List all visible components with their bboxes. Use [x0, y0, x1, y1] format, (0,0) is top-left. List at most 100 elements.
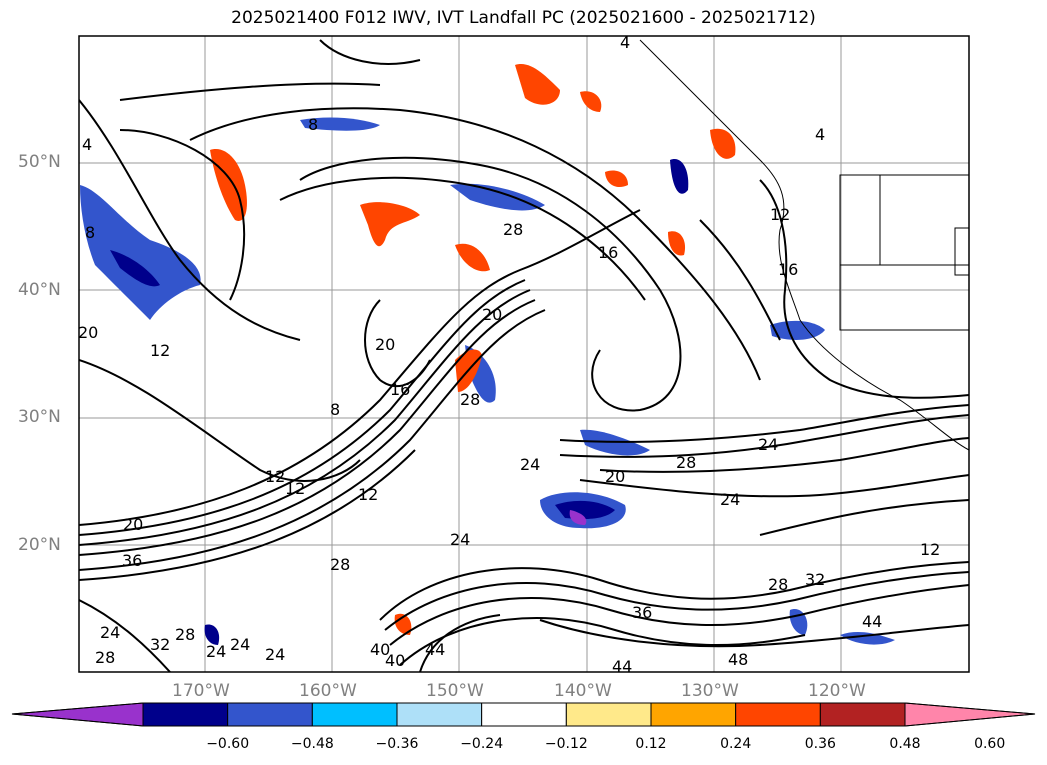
contour-label: 24: [720, 490, 740, 509]
negative-anomaly-region: [670, 159, 689, 194]
lon-label: 140°W: [554, 681, 612, 701]
contour-label: 28: [95, 648, 115, 667]
map-frame: [78, 35, 970, 673]
contour-label: 44: [862, 612, 882, 631]
positive-anomaly-region: [580, 91, 602, 112]
colorbar-extend-low: [11, 702, 144, 727]
contour-label: 4: [82, 135, 92, 154]
positive-anomaly-region: [710, 128, 736, 159]
colorbar: [11, 702, 1036, 727]
graticule: [79, 36, 969, 672]
lon-label: 150°W: [426, 681, 484, 701]
contour-label: 16: [390, 380, 410, 399]
positive-anomaly-region: [515, 64, 560, 105]
positive-anomaly-region: [668, 231, 686, 256]
contour-label: 28: [330, 555, 350, 574]
contour-label: 24: [265, 645, 285, 664]
contour-label: 24: [230, 635, 250, 654]
contour-label: 12: [265, 467, 285, 486]
contour-label: 44: [612, 657, 632, 676]
negative-anomaly-region: [840, 632, 895, 645]
lat-label: 50°N: [18, 152, 61, 172]
contour-label: 20: [482, 305, 502, 324]
colorbar-tick-label: 0.12: [635, 736, 667, 752]
colorbar-segment: [227, 702, 313, 727]
contour-label: 12: [358, 485, 378, 504]
map-plot-area: 8 4 8 20 12 20 12 12 20 36 28 24 24 28 2…: [78, 33, 969, 676]
colorbar-segment: [311, 702, 398, 727]
contour-label: 28: [768, 575, 788, 594]
colorbar-tick-label: −0.12: [544, 736, 588, 752]
negative-anomaly-region: [300, 117, 380, 131]
colorbar-segment: [396, 702, 483, 727]
contour-label: 24: [100, 623, 120, 642]
negative-anomaly-region: [80, 185, 201, 320]
contour-label: 28: [175, 625, 195, 644]
ivt-contours: [79, 39, 969, 672]
contour-label: 20: [605, 467, 625, 486]
contour-label: 12: [150, 341, 170, 360]
contour-label: 28: [460, 390, 480, 409]
contour-label: 16: [598, 243, 618, 262]
colorbar-segment: [650, 702, 737, 727]
colorbar-outline: [11, 702, 1036, 727]
coastline: [639, 39, 969, 451]
lat-label: 20°N: [18, 535, 61, 555]
colorbar-extend-high: [904, 702, 1036, 727]
contour-label: 32: [150, 635, 170, 654]
colorbar-tick-label: −0.36: [375, 736, 419, 752]
contour-label: 24: [520, 455, 540, 474]
colorbar-tick-label: 0.48: [889, 736, 921, 752]
contour-label: 20: [78, 323, 98, 342]
lon-label: 130°W: [681, 681, 739, 701]
contour-label: 36: [632, 603, 652, 622]
colorbar-tick-label: −0.24: [460, 736, 504, 752]
positive-anomaly-region: [360, 202, 420, 247]
colorbar-segment: [142, 702, 229, 727]
colorbar-tick-label: −0.60: [206, 736, 250, 752]
positive-anomaly-region: [605, 170, 628, 188]
contour-label: 8: [330, 400, 340, 419]
contour-label: 12: [770, 205, 790, 224]
contour-label: 40: [385, 651, 405, 670]
colorbar-segment: [481, 702, 567, 727]
contour-label: 24: [450, 530, 470, 549]
contour-label: 24: [206, 642, 226, 661]
contour-label: 4: [815, 125, 825, 144]
negative-anomaly-region: [110, 250, 160, 287]
contour-label: 44: [425, 640, 445, 659]
negative-anomaly-region: [569, 510, 587, 525]
contour-label: 20: [375, 335, 395, 354]
contour-labels: 8 4 8 20 12 20 12 12 20 36 28 24 24 28 2…: [78, 33, 940, 676]
colorbar-segment: [819, 702, 906, 727]
colorbar-segment: [565, 702, 652, 727]
colorbar-segment: [735, 702, 821, 727]
colorbar-tick-label: 0.24: [720, 736, 752, 752]
contour-label: 8: [308, 115, 318, 134]
lat-label: 40°N: [18, 280, 61, 300]
contour-label: 36: [122, 551, 142, 570]
contour-label: 4: [620, 33, 630, 52]
contour-label: 8: [85, 223, 95, 242]
lon-label: 170°W: [172, 681, 230, 701]
negative-anomaly-region: [204, 624, 220, 645]
colorbar-tick-label: −0.48: [290, 736, 334, 752]
contour-label: 48: [728, 650, 748, 669]
contour-label: 12: [285, 479, 305, 498]
contour-label: 32: [805, 570, 825, 589]
contour-label: 28: [503, 220, 523, 239]
contour-label: 28: [676, 453, 696, 472]
contour-label: 16: [778, 260, 798, 279]
colorbar-tick-label: 0.60: [974, 736, 1006, 752]
lon-label: 120°W: [808, 681, 866, 701]
contour-label: 12: [920, 540, 940, 559]
contour-label: 40: [370, 640, 390, 659]
negative-anomaly-region: [450, 183, 545, 211]
anomaly-shading: [80, 64, 895, 645]
contour-label: 24: [758, 435, 778, 454]
contour-label: 20: [123, 515, 143, 534]
positive-anomaly-region: [455, 243, 490, 272]
lon-label: 160°W: [299, 681, 357, 701]
colorbar-tick-label: 0.36: [804, 736, 836, 752]
